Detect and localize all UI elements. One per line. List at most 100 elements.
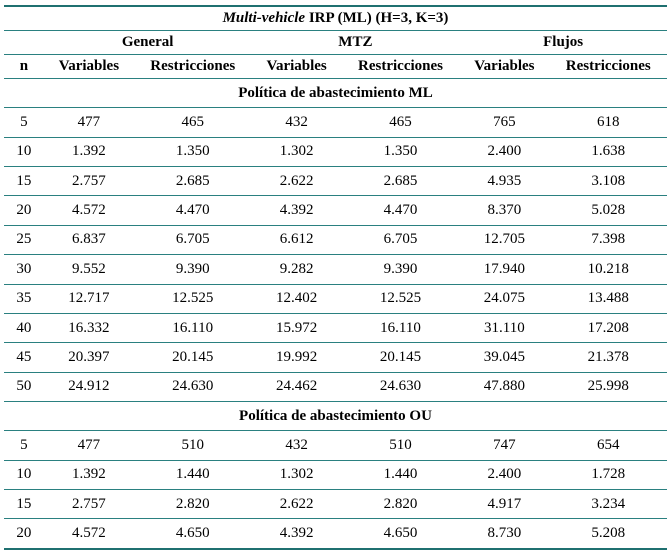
value-cell: 9.390 [383, 260, 418, 277]
value-cell: 16.332 [68, 319, 110, 336]
table-title: Multi-vehicle IRP (ML) (H=3, K=3) [4, 6, 667, 31]
value-cell: 21.378 [587, 348, 629, 365]
table-row: 10 1.392 1.350 1.302 1.350 2.400 1.638 [4, 137, 667, 167]
value-cell: 8.730 [487, 525, 522, 542]
value-cell: 24.075 [483, 290, 525, 307]
table-row: 30 9.552 9.390 9.282 9.390 17.940 10.218 [4, 255, 667, 285]
value-cell: 1.350 [175, 143, 210, 160]
title-rest-part: IRP (ML) (H=3, K=3) [305, 10, 449, 26]
section-header-row: Política de abastecimiento OU [4, 401, 667, 431]
value-cell: 1.440 [383, 466, 418, 483]
n-cell: 25 [16, 231, 32, 248]
irp-results-table: Multi-vehicle IRP (ML) (H=3, K=3) Genera… [4, 5, 667, 550]
value-cell: 4.935 [487, 172, 522, 189]
title-italic-part: Multi-vehicle [222, 10, 306, 26]
value-cell: 15.972 [276, 319, 318, 336]
table-row: 50 24.912 24.630 24.462 24.630 47.880 25.998 [4, 372, 667, 402]
value-cell: 12.525 [172, 290, 214, 307]
value-cell: 2.820 [175, 495, 210, 512]
value-cell: 24.912 [68, 378, 110, 395]
n-cell: 5 [20, 436, 28, 453]
value-cell: 432 [285, 436, 308, 453]
value-cell: 5.208 [591, 525, 626, 542]
value-cell: 9.390 [175, 260, 210, 277]
value-cell: 24.630 [172, 378, 214, 395]
n-cell: 35 [16, 290, 32, 307]
title-row: Multi-vehicle IRP (ML) (H=3, K=3) [4, 6, 667, 31]
value-cell: 16.110 [172, 319, 214, 336]
value-cell: 2.757 [72, 495, 106, 512]
value-cell: 6.612 [279, 231, 314, 248]
table-row: 20 4.572 4.470 4.392 4.470 8.370 5.028 [4, 196, 667, 226]
value-cell: 9.282 [279, 260, 314, 277]
table-row: 5 477 465 432 465 765 618 [4, 108, 667, 138]
value-cell: 510 [181, 436, 205, 453]
value-cell: 6.705 [383, 231, 418, 248]
group-header-mtz: MTZ [338, 34, 373, 50]
value-cell: 4.470 [383, 202, 418, 219]
value-cell: 1.392 [72, 143, 106, 160]
value-cell: 9.552 [72, 260, 106, 277]
value-cell: 3.108 [591, 172, 626, 189]
section-header-row: Política de abastecimiento ML [4, 79, 667, 108]
corner-cell [4, 31, 44, 55]
value-cell: 1.302 [279, 143, 314, 160]
value-cell: 20.397 [68, 348, 110, 365]
value-cell: 7.398 [591, 231, 626, 248]
value-cell: 2.820 [383, 495, 418, 512]
column-header-restricciones-general: Restricciones [150, 58, 236, 74]
column-header-variables-flujos: Variables [474, 58, 535, 74]
value-cell: 618 [596, 114, 620, 131]
value-cell: 12.705 [483, 231, 525, 248]
value-cell: 13.488 [587, 290, 629, 307]
table-row: 15 2.757 2.685 2.622 2.685 4.935 3.108 [4, 167, 667, 196]
table-row: 15 2.757 2.820 2.622 2.820 4.917 3.234 [4, 490, 667, 519]
value-cell: 1.302 [279, 466, 314, 483]
column-header-restricciones-flujos: Restricciones [565, 58, 651, 74]
n-cell: 20 [16, 202, 32, 219]
value-cell: 6.705 [175, 231, 210, 248]
value-cell: 2.757 [72, 172, 106, 189]
subheader-row: n Variables Restricciones Variables Rest… [4, 55, 667, 79]
table-body: Política de abastecimiento ML 5 477 465 432 4… [4, 79, 667, 549]
value-cell: 1.392 [72, 466, 106, 483]
value-cell: 24.630 [379, 378, 422, 395]
value-cell: 2.622 [279, 172, 314, 189]
value-cell: 747 [493, 436, 516, 453]
table-row: 10 1.392 1.440 1.302 1.440 2.400 1.728 [4, 460, 667, 490]
n-cell: 50 [16, 378, 32, 395]
value-cell: 2.622 [279, 495, 314, 512]
value-cell: 4.650 [175, 525, 210, 542]
column-header-variables-general: Variables [58, 58, 120, 74]
value-cell: 3.234 [591, 495, 626, 512]
value-cell: 4.572 [72, 202, 106, 219]
table-row: 25 6.837 6.705 6.612 6.705 12.705 7.398 [4, 225, 667, 255]
table-row: 45 20.397 20.145 19.992 20.145 39.045 21.378 [4, 343, 667, 373]
value-cell: 20.145 [172, 348, 214, 365]
value-cell: 2.685 [383, 172, 418, 189]
value-cell: 765 [493, 114, 516, 131]
n-cell: 20 [16, 525, 32, 542]
value-cell: 465 [389, 114, 412, 131]
column-header-restricciones-mtz: Restricciones [358, 58, 443, 74]
value-cell: 10.218 [587, 260, 629, 277]
value-cell: 510 [389, 436, 412, 453]
value-cell: 16.110 [380, 319, 421, 336]
n-cell: 10 [16, 143, 32, 160]
table-row: 35 12.717 12.525 12.402 12.525 24.075 13.488 [4, 284, 667, 314]
value-cell: 2.685 [175, 172, 210, 189]
value-cell: 8.370 [487, 202, 522, 219]
value-cell: 6.837 [72, 231, 106, 248]
value-cell: 1.638 [591, 143, 626, 160]
column-header-n: n [19, 58, 29, 74]
value-cell: 19.992 [276, 348, 318, 365]
value-cell: 654 [596, 436, 620, 453]
n-cell: 15 [16, 172, 32, 189]
value-cell: 17.208 [587, 319, 629, 336]
table-row: 20 4.572 4.650 4.392 4.650 8.730 5.208 [4, 519, 667, 549]
value-cell: 465 [181, 114, 205, 131]
n-cell: 10 [16, 466, 32, 483]
value-cell: 432 [285, 114, 308, 131]
table-row: 5 477 510 432 510 747 654 [4, 431, 667, 461]
